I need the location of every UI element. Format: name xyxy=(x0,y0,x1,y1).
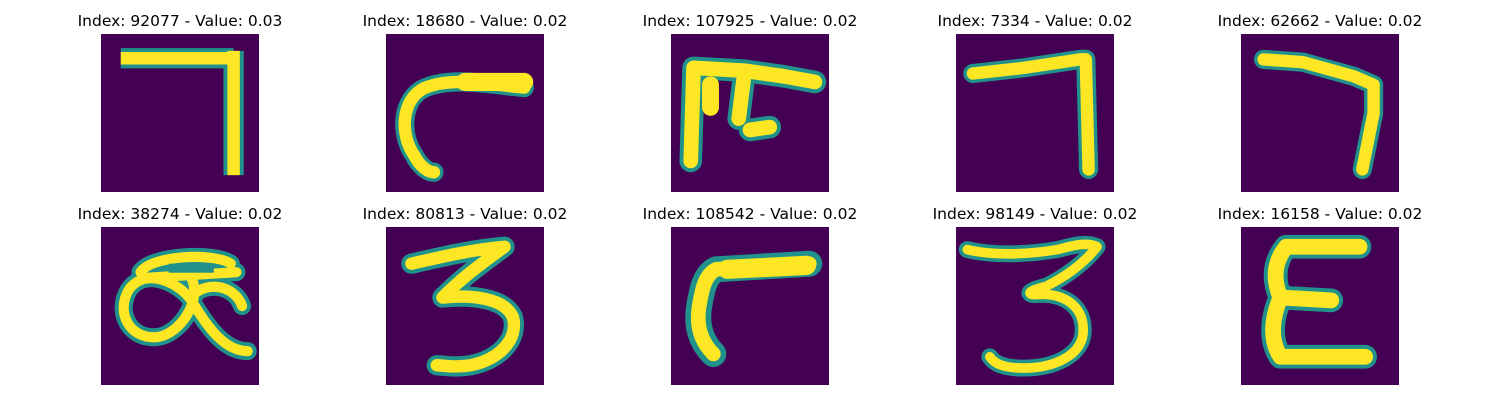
subplot-1: Index: 92077 - Value: 0.03 xyxy=(50,10,310,200)
subplot-8: Index: 108542 - Value: 0.02 xyxy=(620,203,880,393)
subplot-9: Index: 98149 - Value: 0.02 xyxy=(905,203,1165,393)
subplot-title: Index: 107925 - Value: 0.02 xyxy=(642,12,858,30)
subplot-title: Index: 92077 - Value: 0.03 xyxy=(77,12,283,30)
digit-image xyxy=(101,227,259,385)
subplot-6: Index: 38274 - Value: 0.02 xyxy=(50,203,310,393)
subplot-title: Index: 38274 - Value: 0.02 xyxy=(77,205,283,223)
digit-image xyxy=(386,227,544,385)
digit-image xyxy=(956,34,1114,192)
subplot-7: Index: 80813 - Value: 0.02 xyxy=(335,203,595,393)
digit-image xyxy=(671,34,829,192)
digit-image xyxy=(101,34,259,192)
subplot-title: Index: 16158 - Value: 0.02 xyxy=(1217,205,1423,223)
subplot-title: Index: 18680 - Value: 0.02 xyxy=(362,12,568,30)
digit-image xyxy=(1241,34,1399,192)
subplot-5: Index: 62662 - Value: 0.02 xyxy=(1190,10,1450,200)
subplot-title: Index: 7334 - Value: 0.02 xyxy=(937,12,1133,30)
digit-image xyxy=(671,227,829,385)
digit-image xyxy=(956,227,1114,385)
digit-image xyxy=(386,34,544,192)
digit-image xyxy=(1241,227,1399,385)
subplot-2: Index: 18680 - Value: 0.02 xyxy=(335,10,595,200)
subplot-title: Index: 108542 - Value: 0.02 xyxy=(642,205,858,223)
subplot-title: Index: 80813 - Value: 0.02 xyxy=(362,205,568,223)
subplot-title: Index: 98149 - Value: 0.02 xyxy=(932,205,1138,223)
subplot-title: Index: 62662 - Value: 0.02 xyxy=(1217,12,1423,30)
subplot-3: Index: 107925 - Value: 0.02 xyxy=(620,10,880,200)
subplot-10: Index: 16158 - Value: 0.02 xyxy=(1190,203,1450,393)
subplot-4: Index: 7334 - Value: 0.02 xyxy=(905,10,1165,200)
